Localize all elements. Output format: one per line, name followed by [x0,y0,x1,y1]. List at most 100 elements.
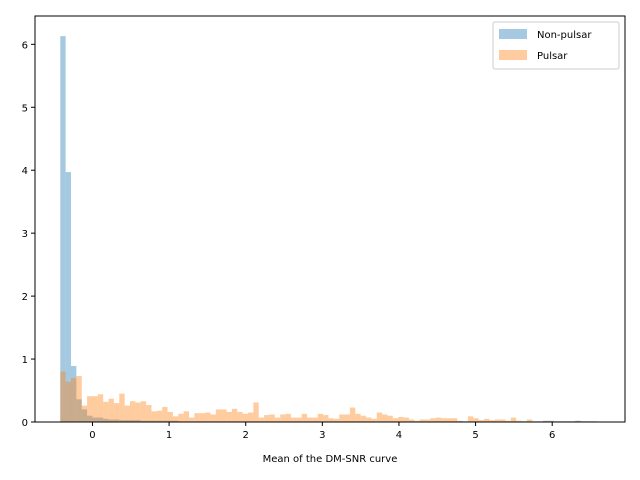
x-tick-label: 3 [319,430,325,441]
x-tick-label: 5 [472,430,478,441]
histogram-bar [172,416,179,422]
histogram-bar [81,405,88,422]
histogram-bar [108,398,114,422]
histogram-bar [124,420,131,422]
x-tick-label: 0 [89,430,95,441]
histogram-bar [231,408,238,422]
histogram-bar [65,172,72,422]
histogram-bar [210,414,216,422]
histogram-bar [189,417,195,422]
histogram-bar [237,411,243,422]
histogram-bar [199,413,206,422]
histogram-bar [548,420,554,422]
histogram-bar [183,411,190,422]
histogram-bar [441,418,447,422]
histogram-bar [226,411,232,422]
histogram-bar [382,414,388,422]
histogram-bar [543,420,549,422]
histogram-bar [135,420,141,422]
histogram-bar [140,420,147,422]
histogram-bar [130,420,136,422]
histogram-bar [97,417,104,422]
histogram-bar [242,413,249,422]
histogram-bar [172,420,179,422]
y-tick-label: 5 [22,103,28,114]
x-axis-ticks: 0 1 2 3 4 5 6 [89,422,555,441]
histogram-bar [269,414,275,422]
histogram-bar [205,412,211,422]
x-tick-label: 6 [549,430,555,441]
histogram-bar [103,418,109,422]
series-pulsar [60,371,597,422]
histogram-bar [425,419,431,422]
histogram-bar [403,417,409,422]
histogram-bar [264,415,270,422]
legend-label-non-pulsar: Non-pulsar [537,30,592,41]
y-tick-label: 4 [22,166,28,177]
histogram-bar [76,376,82,422]
histogram-bar [178,413,184,422]
x-tick-label: 4 [396,430,402,441]
histogram-bar [156,410,163,422]
histogram-bar [307,417,313,422]
histogram-bar [113,419,120,422]
histogram-bar [151,420,157,422]
y-tick-label: 1 [22,355,28,366]
histogram-bar [408,419,415,422]
histogram-bar [446,418,452,422]
histogram-bar [248,412,254,422]
histogram-bar [92,396,98,422]
histogram-bar [398,416,404,422]
y-tick-label: 3 [22,229,28,240]
histogram-bar [478,420,485,422]
histogram-bar [467,416,474,422]
histogram-bar [167,411,173,422]
histogram-bar [258,417,265,422]
histogram-bar [392,418,399,422]
histogram-bar [575,420,581,422]
histogram-bar [328,418,334,422]
histogram-bar [97,394,104,422]
histogram-bar [87,415,93,422]
histogram-bar [280,414,286,422]
histogram-bar [215,409,222,422]
histogram-bar [473,418,479,422]
histogram-bar [194,413,200,422]
legend: Non-pulsar Pulsar [492,21,620,70]
histogram-bar [71,377,77,422]
legend-frame [492,21,620,70]
histogram-bar [494,419,501,422]
histogram-bar [253,402,259,422]
histogram-bar [135,402,141,422]
histogram-bar [516,420,522,422]
histogram-bar [505,420,511,422]
histogram-bar [430,418,436,422]
histogram-bar [414,420,420,422]
histogram-bar [301,413,308,422]
histogram-bar [60,371,66,422]
histogram-bar [500,419,506,422]
histogram-bar [156,420,163,422]
histogram-bar [451,418,458,422]
histogram-bar [167,420,173,422]
y-axis-ticks: 0 1 2 3 4 5 6 [22,40,35,429]
legend-swatch-non-pulsar [499,29,527,39]
histogram-bar [376,412,383,422]
histogram-bar [60,36,66,422]
histogram-bar [339,414,345,422]
x-tick-label: 2 [243,430,249,441]
histogram-bar [457,420,463,422]
x-axis-label: Mean of the DM-SNR curve [263,454,398,465]
histogram-bar [146,405,152,422]
histogram-bar [103,401,109,422]
histogram-bar [108,419,114,422]
histogram-bar [119,393,125,422]
histogram-bar [489,420,495,422]
histogram-bar [323,415,329,422]
histogram-bar [510,417,517,422]
histogram-bar [119,420,125,422]
histogram-bar [76,399,82,422]
histogram-bar [344,414,350,422]
